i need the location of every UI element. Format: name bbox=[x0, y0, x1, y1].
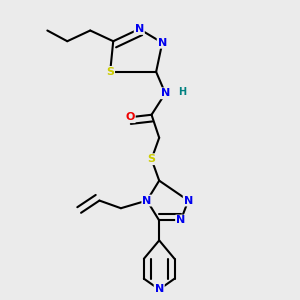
Text: N: N bbox=[154, 284, 164, 294]
Text: N: N bbox=[142, 196, 152, 206]
Text: N: N bbox=[135, 24, 144, 34]
Text: N: N bbox=[158, 38, 167, 48]
Text: N: N bbox=[184, 196, 193, 206]
Text: S: S bbox=[148, 154, 155, 164]
Text: H: H bbox=[178, 87, 186, 97]
Text: N: N bbox=[161, 88, 170, 98]
Text: O: O bbox=[125, 112, 135, 122]
Text: S: S bbox=[106, 67, 114, 77]
Text: N: N bbox=[176, 215, 185, 226]
